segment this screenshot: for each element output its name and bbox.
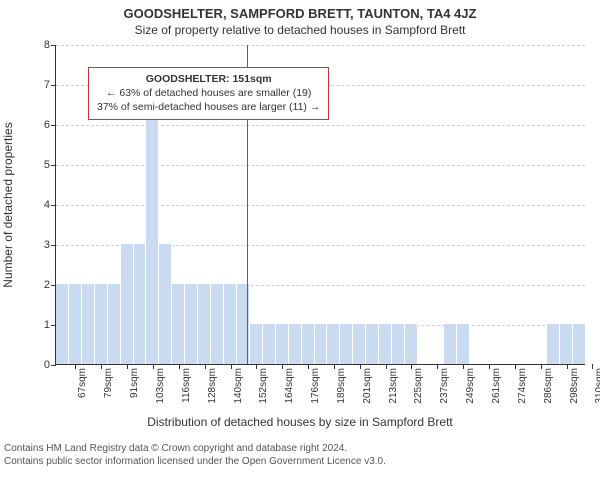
y-axis-label: Number of detached properties <box>1 122 15 287</box>
histogram-bar <box>237 284 250 364</box>
histogram-bar <box>159 244 172 364</box>
x-tick-label: 310sqm <box>592 364 600 404</box>
histogram-bar <box>82 284 95 364</box>
histogram-bar <box>573 324 586 364</box>
chart-titles: GOODSHELTER, SAMPFORD BRETT, TAUNTON, TA… <box>0 0 600 41</box>
histogram-bar <box>224 284 237 364</box>
x-tick-label: 91sqm <box>127 364 140 398</box>
histogram-bar <box>172 284 185 364</box>
histogram-bar <box>250 324 263 364</box>
y-tick-label: 7 <box>44 79 56 91</box>
y-tick-label: 5 <box>44 159 56 171</box>
x-tick-label: 298sqm <box>567 364 580 404</box>
y-tick-label: 0 <box>44 359 56 371</box>
histogram-bar <box>327 324 340 364</box>
x-tick-label: 116sqm <box>179 364 192 403</box>
histogram-bar <box>302 324 315 364</box>
x-tick-label: 128sqm <box>205 364 218 404</box>
annotation-box: GOODSHELTER: 151sqm← 63% of detached hou… <box>88 67 329 120</box>
gridline <box>56 45 585 46</box>
histogram-bar <box>95 284 108 364</box>
histogram-bar <box>405 324 418 364</box>
x-tick-label: 103sqm <box>153 364 166 404</box>
x-axis-label: Distribution of detached houses by size … <box>0 415 600 429</box>
x-tick-label: 140sqm <box>231 364 244 404</box>
annotation-line: ← 63% of detached houses are smaller (19… <box>97 86 320 100</box>
histogram-bar <box>457 324 470 364</box>
histogram-bar <box>547 324 560 364</box>
gridline <box>56 205 585 206</box>
histogram-bar <box>276 324 289 364</box>
histogram-bar <box>289 324 302 364</box>
histogram-bar <box>263 324 276 364</box>
x-tick-label: 164sqm <box>282 364 295 404</box>
x-tick-label: 237sqm <box>437 364 450 404</box>
x-tick-label: 201sqm <box>360 364 373 404</box>
x-tick-label: 261sqm <box>489 364 502 404</box>
histogram-bar <box>353 324 366 364</box>
sub-title: Size of property relative to detached ho… <box>0 21 600 41</box>
gridline <box>56 165 585 166</box>
histogram-bar <box>69 284 82 364</box>
x-tick-label: 286sqm <box>541 364 554 404</box>
x-tick-label: 176sqm <box>308 364 321 404</box>
y-tick-label: 3 <box>44 239 56 251</box>
x-tick-label: 189sqm <box>334 364 347 404</box>
histogram-bar <box>56 284 69 364</box>
y-tick-label: 6 <box>44 119 56 131</box>
x-tick-label: 79sqm <box>101 364 114 398</box>
y-tick-label: 1 <box>44 319 56 331</box>
y-tick-label: 2 <box>44 279 56 291</box>
histogram-bar <box>340 324 353 364</box>
x-tick-label: 274sqm <box>515 364 528 404</box>
histogram-bar <box>198 284 211 364</box>
histogram-bar <box>146 84 159 364</box>
histogram-bar <box>366 324 379 364</box>
histogram-bar <box>211 284 224 364</box>
histogram-bar <box>379 324 392 364</box>
annotation-title: GOODSHELTER: 151sqm <box>97 72 320 86</box>
histogram-bar <box>444 324 457 364</box>
histogram-bar <box>134 244 147 364</box>
annotation-line: 37% of semi-detached houses are larger (… <box>97 100 320 114</box>
y-tick-label: 8 <box>44 39 56 51</box>
footer-line-1: Contains HM Land Registry data © Crown c… <box>4 443 596 456</box>
main-title: GOODSHELTER, SAMPFORD BRETT, TAUNTON, TA… <box>0 0 600 21</box>
x-tick-label: 152sqm <box>256 364 269 404</box>
plot-area: 01234567867sqm79sqm91sqm103sqm116sqm128s… <box>55 45 585 365</box>
y-tick-label: 4 <box>44 199 56 211</box>
chart-area: Number of detached properties 0123456786… <box>0 41 600 437</box>
x-tick-label: 67sqm <box>75 364 88 398</box>
histogram-bar <box>560 324 573 364</box>
x-tick-label: 225sqm <box>411 364 424 404</box>
footer-line-2: Contains public sector information licen… <box>4 456 596 469</box>
attribution-footer: Contains HM Land Registry data © Crown c… <box>0 437 600 468</box>
histogram-bar <box>392 324 405 364</box>
gridline <box>56 125 585 126</box>
histogram-bar <box>108 284 121 364</box>
histogram-bar <box>121 244 134 364</box>
histogram-bar <box>315 324 328 364</box>
histogram-bar <box>185 284 198 364</box>
x-tick-label: 249sqm <box>463 364 476 404</box>
x-tick-label: 213sqm <box>386 364 399 404</box>
